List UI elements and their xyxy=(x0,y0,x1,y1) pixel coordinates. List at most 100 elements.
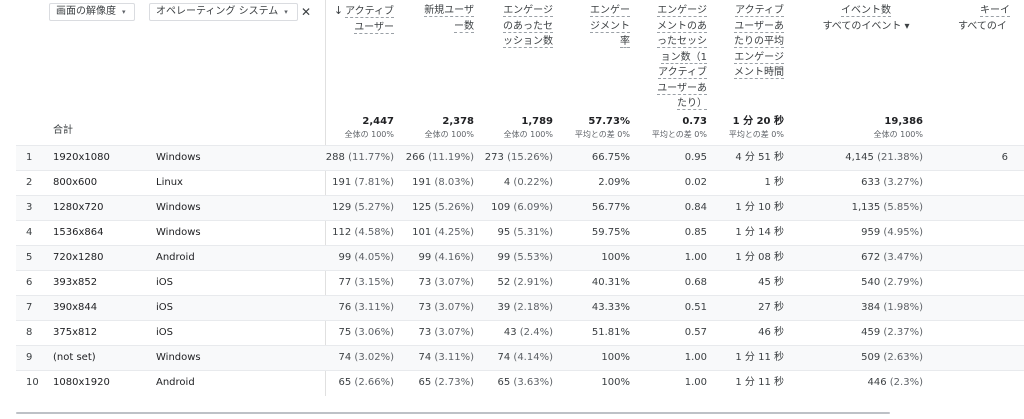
row-index: 4 xyxy=(26,227,33,238)
row-new-users: 65 (2.73%) xyxy=(418,377,475,388)
row-engaged-sessions: 43 (2.4%) xyxy=(503,327,553,338)
total-engagement-rate: 57.73% 平均との差 0% xyxy=(574,116,630,139)
header-engaged-sessions[interactable]: エンゲージ のあったセ ッション数 xyxy=(503,5,553,48)
row-event-count: 384 (1.98%) xyxy=(861,302,923,313)
table-row[interactable]: 8 375x812 iOS 75 (3.06%) 73 (3.07%) 43 (2.4%)… xyxy=(16,320,1024,345)
row-active-users: 74 (3.02%) xyxy=(338,352,395,363)
row-avg-engagement-time: 1 分 11 秒 xyxy=(735,352,784,363)
row-active-users: 288 (11.77%) xyxy=(325,152,394,163)
row-resolution: 1280x720 xyxy=(53,202,104,213)
row-avg-engagement-time: 46 秒 xyxy=(758,327,784,338)
chevron-down-icon: ▾ xyxy=(904,20,910,32)
row-engaged-sessions: 95 (5.31%) xyxy=(497,227,554,238)
table-row[interactable]: 2 800x600 Linux 191 (7.81%) 191 (8.03%) 4 (0.… xyxy=(16,170,1024,195)
row-engaged-per-user: 0.57 xyxy=(684,327,707,338)
row-new-users: 191 (8.03%) xyxy=(412,177,474,188)
row-engaged-per-user: 0.51 xyxy=(684,302,707,313)
total-engaged-per-user: 0.73 平均との差 0% xyxy=(651,116,707,139)
row-key-events: 6 xyxy=(1001,152,1008,163)
dimension-chip-os[interactable]: オペレーティング システム ▾ xyxy=(149,3,298,21)
row-new-users: 101 (4.25%) xyxy=(412,227,474,238)
row-engaged-per-user: 0.85 xyxy=(684,227,707,238)
row-engaged-per-user: 0.68 xyxy=(684,277,707,288)
totals-label: 合計 xyxy=(53,125,73,136)
row-engagement-rate: 66.75% xyxy=(591,152,630,163)
row-active-users: 77 (3.15%) xyxy=(338,277,395,288)
row-os: Linux xyxy=(156,177,183,188)
row-engagement-rate: 51.81% xyxy=(591,327,630,338)
row-active-users: 112 (4.58%) xyxy=(332,227,394,238)
header-avg-engagement-time[interactable]: アクティブ ユーザーあ たりの平均 エンゲージ メント時間 xyxy=(734,5,784,79)
table-row[interactable]: 4 1536x864 Windows 112 (4.58%) 101 (4.25%) 95… xyxy=(16,220,1024,245)
row-engaged-sessions: 65 (3.63%) xyxy=(497,377,554,388)
row-avg-engagement-time: 1 分 14 秒 xyxy=(735,227,784,238)
row-index: 2 xyxy=(26,177,33,188)
row-resolution: 1080x1920 xyxy=(53,377,110,388)
header-active-users[interactable]: ↓ アクティブ ユーザー xyxy=(333,4,394,34)
row-engagement-rate: 56.77% xyxy=(591,202,630,213)
row-os: iOS xyxy=(156,277,173,288)
row-resolution: 1920x1080 xyxy=(53,152,110,163)
row-index: 5 xyxy=(26,252,33,263)
row-engaged-per-user: 0.02 xyxy=(684,177,707,188)
row-os: Android xyxy=(156,377,195,388)
table-row[interactable]: 7 390x844 iOS 76 (3.11%) 73 (3.07%) 39 (2.18%… xyxy=(16,295,1024,320)
row-event-count: 1,135 (5.85%) xyxy=(851,202,923,213)
header-engagement-rate[interactable]: エンゲー ジメント 率 xyxy=(590,5,630,48)
row-engagement-rate: 100% xyxy=(601,252,630,263)
row-new-users: 73 (3.07%) xyxy=(418,327,475,338)
table-row[interactable]: 1 1920x1080 Windows 288 (11.77%) 266 (11.19%… xyxy=(16,145,1024,170)
row-os: Windows xyxy=(156,202,201,213)
total-new-users: 2,378 全体の 100% xyxy=(424,116,474,139)
row-avg-engagement-time: 27 秒 xyxy=(758,302,784,313)
header-engaged-sessions-per-user[interactable]: エンゲージ メントのあ ったセッシ ョン数（1 アクティブ ユーザーあ たり） xyxy=(657,5,707,110)
row-engaged-sessions: 4 (0.22%) xyxy=(503,177,553,188)
total-engaged-sessions: 1,789 全体の 100% xyxy=(503,116,553,139)
table-row[interactable]: 5 720x1280 Android 99 (4.05%) 99 (4.16%) 99 (… xyxy=(16,245,1024,270)
row-new-users: 99 (4.16%) xyxy=(418,252,475,263)
row-resolution: 800x600 xyxy=(53,177,98,188)
total-event-count: 19,386 全体の 100% xyxy=(873,116,923,139)
header-event-count[interactable]: イベント数 すべてのイベント ▾ xyxy=(806,3,926,34)
row-engaged-sessions: 99 (5.53%) xyxy=(497,252,554,263)
row-event-count: 4,145 (21.38%) xyxy=(845,152,923,163)
close-icon[interactable]: ✕ xyxy=(301,5,312,19)
row-new-users: 73 (3.07%) xyxy=(418,302,475,313)
row-engaged-sessions: 109 (6.09%) xyxy=(491,202,553,213)
row-resolution: (not set) xyxy=(53,352,96,363)
header-key-events[interactable]: キーイ すべてのイ xyxy=(958,5,1010,32)
dimension-label: オペレーティング システム xyxy=(156,6,279,17)
row-resolution: 375x812 xyxy=(53,327,98,338)
row-engagement-rate: 100% xyxy=(601,377,630,388)
row-resolution: 393x852 xyxy=(53,277,98,288)
row-active-users: 65 (2.66%) xyxy=(338,377,395,388)
row-engaged-sessions: 74 (4.14%) xyxy=(497,352,554,363)
row-os: Android xyxy=(156,252,195,263)
table-row[interactable]: 3 1280x720 Windows 129 (5.27%) 125 (5.26%) 10… xyxy=(16,195,1024,220)
table-row[interactable]: 9 (not set) Windows 74 (3.02%) 74 (3.11%) 74 … xyxy=(16,345,1024,370)
row-engaged-per-user: 0.95 xyxy=(684,152,707,163)
data-rows: 1 1920x1080 Windows 288 (11.77%) 266 (11.19%… xyxy=(16,145,1024,395)
header-new-users[interactable]: 新規ユーザ ー数 xyxy=(424,5,474,33)
row-event-count: 633 (3.27%) xyxy=(861,177,923,188)
chevron-down-icon: ▾ xyxy=(284,8,288,16)
row-avg-engagement-time: 1 分 08 秒 xyxy=(735,252,784,263)
dimension-chip-resolution[interactable]: 画面の解像度 ▾ xyxy=(49,3,135,21)
row-avg-engagement-time: 1 分 10 秒 xyxy=(735,202,784,213)
total-active-users: 2,447 全体の 100% xyxy=(344,116,394,139)
row-event-count: 540 (2.79%) xyxy=(861,277,923,288)
row-resolution: 390x844 xyxy=(53,302,98,313)
row-index: 6 xyxy=(26,277,33,288)
dimension-label: 画面の解像度 xyxy=(56,6,116,17)
table-row[interactable]: 10 1080x1920 Android 65 (2.66%) 65 (2.73%) 65… xyxy=(16,370,1024,395)
row-avg-engagement-time: 4 分 51 秒 xyxy=(735,152,784,163)
row-index: 9 xyxy=(26,352,33,363)
event-filter-dropdown[interactable]: すべてのイベント ▾ xyxy=(822,20,910,32)
row-engaged-sessions: 52 (2.91%) xyxy=(497,277,554,288)
row-os: Windows xyxy=(156,152,201,163)
horizontal-scrollbar[interactable] xyxy=(16,412,890,414)
table-row[interactable]: 6 393x852 iOS 77 (3.15%) 73 (3.07%) 52 (2.91%… xyxy=(16,270,1024,295)
row-event-count: 446 (2.3%) xyxy=(867,377,924,388)
row-engagement-rate: 40.31% xyxy=(591,277,630,288)
sort-down-icon: ↓ xyxy=(333,4,344,17)
